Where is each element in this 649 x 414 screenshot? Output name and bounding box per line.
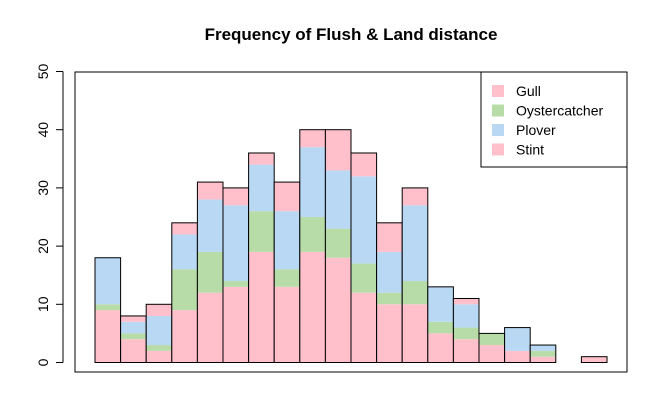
legend-box [480,71,628,168]
bar-segment-plover-8 [274,211,300,270]
bar-segment-oystercatcher-8 [274,269,300,287]
bar-segment-stint-20 [581,356,607,363]
bar-outline-15 [452,297,480,364]
bar-segment-stint-5 [197,292,223,363]
y-axis: 0 10 20 30 40 50 [35,64,64,366]
bar-segment-gull-12 [376,222,403,252]
plot-frame [74,71,628,373]
bar-segment-oystercatcher-6 [223,281,249,287]
bar-segment-stint-14 [427,333,454,363]
bar-outline-13 [401,187,429,363]
legend: Gull Oystercatcher Plover Stint [480,71,628,168]
bar-segment-stint-17 [504,350,531,363]
legend-swatch-plover [492,124,504,136]
bar-segment-gull-13 [402,187,428,206]
bar-segment-stint-16 [479,345,505,363]
bar-segment-oystercatcher-10 [325,228,351,258]
legend-label-plover: Plover [516,122,556,138]
bar-segment-stint-11 [351,292,377,363]
bar-segment-plover-15 [453,304,479,328]
bar-segment-stint-18 [530,356,556,363]
legend-label-stint: Stint [516,142,544,158]
bar-segment-gull-3 [146,304,172,316]
bar-segment-stint-8 [274,286,300,363]
bar-segment-gull-6 [223,187,249,206]
bar-segment-oystercatcher-14 [427,321,454,334]
bar-segment-plover-4 [171,234,198,270]
legend-swatch-oystercatcher [492,104,504,117]
bar-segment-gull-15 [453,298,479,305]
bar-segment-plover-12 [376,251,403,293]
bar-segment-stint-12 [376,304,403,363]
bar-outline-1 [94,257,122,363]
bar-segment-plover-3 [146,315,172,346]
bar-segment-oystercatcher-15 [453,327,479,340]
bar-segment-oystercatcher-4 [171,269,198,311]
legend-label-oystercatcher: Oystercatcher [516,103,603,119]
bar-segment-plover-1 [95,257,121,305]
bar-segment-gull-11 [351,152,377,177]
bar-segment-stint-7 [248,251,275,363]
y-tick-label-10: 10 [35,296,51,312]
bar-segment-gull-2 [120,315,147,322]
chart-title: Frequency of Flush & Land distance [205,25,498,44]
y-tick-label-20: 20 [35,238,51,254]
bar-segment-stint-15 [453,339,479,363]
bar-segment-gull-4 [171,222,198,235]
bar-segment-stint-6 [223,286,249,363]
bar-segment-gull-8 [274,182,300,212]
bar-segment-oystercatcher-11 [351,263,377,293]
legend-swatch-stint [492,143,504,156]
bar-segment-plover-14 [427,286,454,322]
bar-segment-stint-3 [146,350,172,363]
bar-segment-oystercatcher-2 [120,333,147,340]
bar-segment-stint-10 [325,257,351,363]
bar-segment-oystercatcher-1 [95,304,121,311]
y-tick-label-30: 30 [35,180,51,196]
y-tick-label-0: 0 [35,358,51,366]
bar-segment-plover-13 [402,205,428,282]
legend-label-gull: Gull [516,83,541,99]
bar-segment-oystercatcher-9 [299,217,326,252]
bar-segment-plover-11 [351,176,377,264]
bar-segment-oystercatcher-18 [530,350,556,357]
bar-segment-stint-9 [299,251,326,363]
bar-segment-stint-13 [402,304,428,363]
bar-segment-gull-5 [197,182,223,200]
bar-segment-plover-10 [325,170,351,229]
bar-segment-plover-6 [223,205,249,282]
bar-segment-oystercatcher-16 [479,333,505,346]
bar-segment-oystercatcher-3 [146,345,172,351]
bar-segment-plover-5 [197,199,223,252]
bar-segment-plover-18 [530,345,556,351]
bars-layer [94,129,608,364]
bar-outline-20 [580,356,608,363]
bar-segment-stint-1 [95,310,121,363]
bar-outline-18 [529,344,557,364]
bar-segment-oystercatcher-5 [197,251,223,293]
bar-segment-gull-10 [325,129,351,171]
y-tick-label-40: 40 [35,122,51,138]
bar-segment-plover-17 [504,327,531,351]
bar-segment-plover-7 [248,164,275,212]
bar-segment-stint-2 [120,339,147,363]
bar-segment-oystercatcher-12 [376,292,403,305]
bar-segment-plover-9 [299,147,326,217]
bar-segment-stint-4 [171,310,198,363]
bar-segment-gull-9 [299,129,326,148]
bar-segment-gull-7 [248,152,275,165]
bar-segment-oystercatcher-7 [248,211,275,252]
bar-segment-oystercatcher-13 [402,281,428,305]
y-tick-label-50: 50 [35,64,51,80]
bar-segment-plover-2 [120,321,147,334]
legend-swatch-gull [492,85,504,97]
